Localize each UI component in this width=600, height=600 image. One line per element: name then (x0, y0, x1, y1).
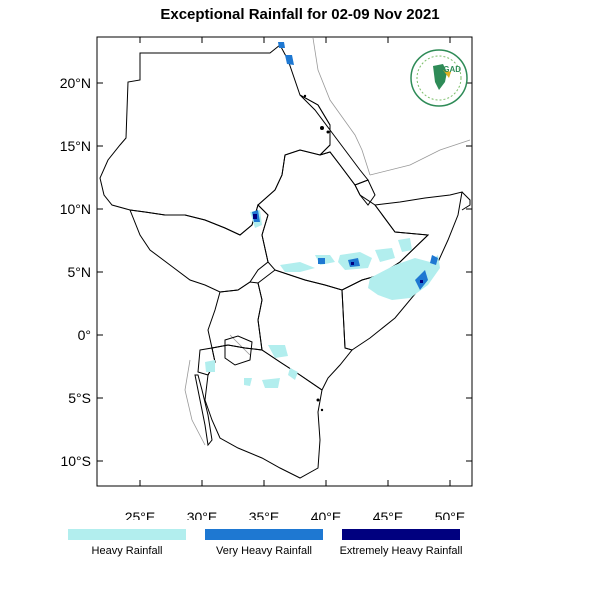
tanzania-outline (204, 344, 323, 479)
background-boundaries (184, 37, 471, 446)
lon-tick-label: 30°E (187, 509, 218, 520)
lon-tick-label: 40°E (311, 509, 342, 520)
coastal-islands (303, 94, 330, 412)
somalia-outline (341, 191, 463, 351)
lon-tick-label: 35°E (249, 509, 280, 520)
igad-logo: IGAD (409, 48, 469, 108)
lat-tick-label: 5°N (68, 264, 92, 280)
lat-tick-label: 0° (78, 327, 91, 343)
legend-swatch (342, 529, 460, 540)
map-title: Exceptional Rainfall for 02-09 Nov 2021 (160, 6, 440, 23)
lat-tick-label: 10°N (60, 201, 91, 217)
lat-tick-label: 15°N (60, 138, 91, 154)
latitude-axis: 20°N 15°N 10°N 5°N 0° 5°S 10°S (60, 75, 472, 469)
legend-label: Very Heavy Rainfall (216, 545, 312, 557)
sudan-outline (99, 44, 331, 236)
lat-tick-label: 20°N (60, 75, 91, 91)
lake-victoria-outline (224, 335, 253, 366)
lat-tick-label: 5°S (68, 390, 91, 406)
map-frame (96, 36, 473, 487)
country-borders (99, 44, 471, 479)
south-sudan-outline (129, 204, 269, 293)
legend-label: Extremely Heavy Rainfall (339, 545, 463, 557)
lon-tick-label: 45°E (373, 509, 404, 520)
eritrea-outline (299, 94, 369, 186)
lake-tanganyika-outline (194, 374, 213, 447)
longitude-axis: 25°E 30°E 35°E 40°E 45°E 50°E (125, 37, 466, 520)
extremely-heavy-rainfall-areas (253, 214, 423, 283)
kenya-outline (257, 269, 353, 391)
lon-tick-label: 25°E (125, 509, 156, 520)
legend-swatch (205, 529, 323, 540)
legend-label: Heavy Rainfall (91, 545, 163, 557)
heavy-rainfall-areas (205, 210, 440, 388)
svg-text:IGAD: IGAD (441, 65, 461, 74)
legend-swatch (68, 529, 186, 540)
djibouti-outline (354, 179, 376, 206)
rainfall-map: 20°N 15°N 10°N 5°N 0° 5°S 10°S 25°E 30°E 35°E 40°… (60, 36, 473, 520)
lat-tick-label: 10°S (60, 453, 91, 469)
somalia-horn (461, 191, 471, 211)
igad-emblem-icon: IGAD (410, 49, 468, 107)
lon-tick-label: 50°E (435, 509, 466, 520)
